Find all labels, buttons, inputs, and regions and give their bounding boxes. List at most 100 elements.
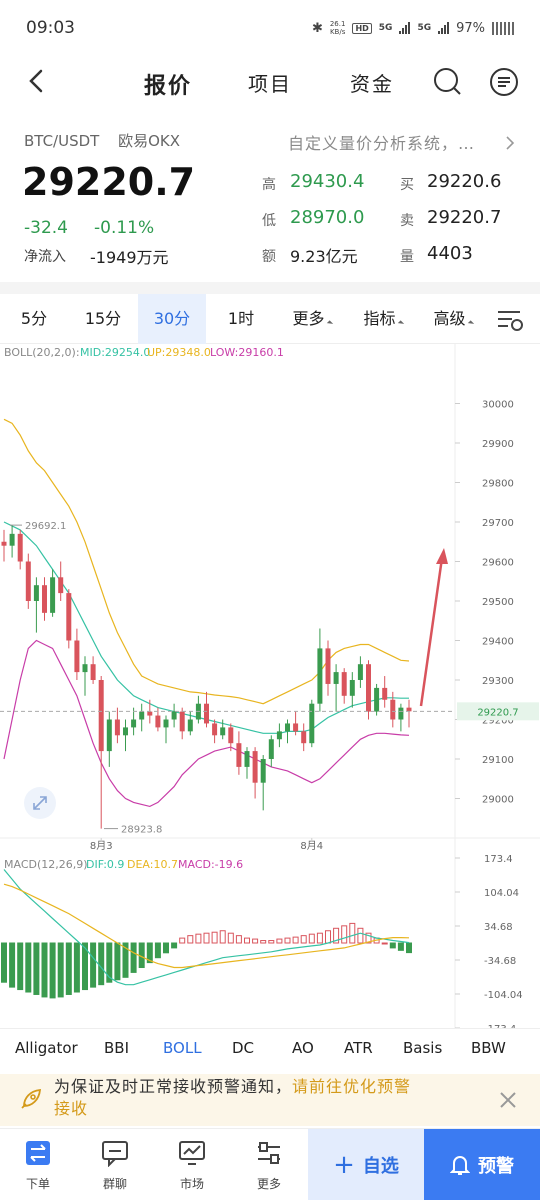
candle-body <box>25 561 31 601</box>
notice-link[interactable]: 请前往优化预警 <box>292 1077 412 1096</box>
period-1h[interactable]: 1时 <box>206 294 276 344</box>
netflow-label: 净流入 <box>24 249 66 265</box>
indicator-bbw[interactable]: BBW <box>471 1039 506 1057</box>
bottom-market[interactable]: 市场 <box>154 1129 230 1200</box>
indicator-basis[interactable]: Basis <box>403 1039 443 1057</box>
boll-lower-line <box>3 639 410 808</box>
bottom-label: 市场 <box>179 1177 204 1191</box>
stat-value-volume: 4403 <box>427 243 473 264</box>
watch-label: 自选 <box>362 1156 399 1177</box>
macd-hist-bar <box>90 942 97 988</box>
candle-body <box>325 648 331 684</box>
price-chart[interactable]: 30000 29900 29800 29700 29600 29500 29400 29300… <box>0 344 540 1028</box>
close-icon[interactable] <box>498 1090 518 1110</box>
macd-hist-bar <box>300 935 307 944</box>
pair-symbol: BTC/USDT <box>24 132 100 150</box>
custom-analysis-link[interactable]: 自定义量价分析系统，… <box>288 134 476 153</box>
candle-body <box>74 640 80 673</box>
macd-hist-bar <box>114 942 121 981</box>
indicator-dropdown[interactable]: 指标 <box>348 294 418 344</box>
notice-text: 为保证及时正常接收预警通知， <box>54 1077 293 1096</box>
candle-body <box>212 723 218 736</box>
status-bar: 09:03 ✱ 26.1 KB/s HD 5G 5G 97% <box>0 0 540 56</box>
candle-body <box>179 711 185 732</box>
indicator-tabs: Alligator BBI BOLL DC AO ATR Basis BBW <box>0 1028 540 1068</box>
indicator-ao[interactable]: AO <box>292 1039 314 1057</box>
macd-hist-bar <box>25 942 32 993</box>
candle-body <box>228 727 234 744</box>
bottom-label: 更多 <box>256 1177 281 1191</box>
macd-hist-bar <box>65 942 72 995</box>
candle-body <box>17 533 23 562</box>
add-watchlist-button[interactable]: + 自选 <box>308 1129 424 1200</box>
expand-icon <box>33 796 47 810</box>
candle-body <box>349 680 355 696</box>
period-label: 1时 <box>227 309 255 328</box>
tab-funds[interactable]: 资金 <box>350 72 394 96</box>
bottom-more[interactable]: 更多 <box>231 1129 307 1200</box>
tab-project[interactable]: 项目 <box>248 72 292 96</box>
x-axis-label: 8月3 <box>90 840 113 852</box>
menu-icon[interactable] <box>488 66 520 98</box>
indicator-atr[interactable]: ATR <box>344 1039 373 1057</box>
net1-label: 5G <box>378 23 393 33</box>
indicator-alligator[interactable]: Alligator <box>15 1039 78 1057</box>
candle-body <box>90 664 96 680</box>
macd-hist-bar <box>244 937 250 944</box>
boll-legend-up: UP:29348.0 <box>147 346 211 359</box>
candle-body <box>50 577 56 613</box>
macd-hist-bar <box>365 932 372 944</box>
netflow-value: -1949万元 <box>90 248 169 267</box>
red-arrow-head <box>436 548 448 564</box>
indicator-dc[interactable]: DC <box>232 1039 255 1057</box>
macd-hist-bar <box>195 933 202 944</box>
back-arrow-icon[interactable] <box>24 68 50 94</box>
net2-label: 5G <box>417 23 432 33</box>
candle-body <box>9 533 15 546</box>
stat-value-amount: 9.23亿元 <box>290 247 358 266</box>
macd-hist-bar <box>325 930 331 944</box>
search-icon[interactable] <box>432 66 462 96</box>
battery-icon <box>492 21 514 35</box>
macd-tick-label: -34.68 <box>484 956 516 967</box>
period-more[interactable]: 更多 <box>276 294 348 344</box>
stat-label-low: 低 <box>262 213 276 229</box>
price-alert-button[interactable]: 预警 <box>424 1129 540 1200</box>
indicator-bbi[interactable]: BBI <box>104 1039 130 1057</box>
notice-link-tail[interactable]: 接收 <box>54 1099 89 1118</box>
bottom-label: 群聊 <box>102 1177 127 1191</box>
candle-body <box>390 699 396 720</box>
period-30m[interactable]: 30分 <box>138 294 206 344</box>
section-divider <box>0 282 540 294</box>
candle-body <box>131 719 137 728</box>
status-icons: ✱ 26.1 KB/s HD 5G 5G 97% <box>312 20 514 36</box>
candle-body <box>406 707 412 712</box>
period-5m[interactable]: 5分 <box>0 294 68 344</box>
tab-quote[interactable]: 报价 <box>144 74 193 99</box>
dropdown-icon <box>326 320 333 327</box>
chevron-right-icon[interactable] <box>505 136 515 150</box>
candle-body <box>357 664 363 680</box>
macd-legend-dea: DEA:10.7 <box>127 858 178 871</box>
macd-tick-label: -173.4 <box>484 1024 516 1028</box>
macd-hist-bar <box>73 942 80 993</box>
period-15m[interactable]: 15分 <box>68 294 138 344</box>
candle-body <box>293 723 299 732</box>
macd-hist-bar <box>179 937 186 944</box>
bottom-order[interactable]: 下单 <box>0 1129 76 1200</box>
advanced-dropdown[interactable]: 高级 <box>418 294 488 344</box>
macd-hist-bar <box>357 927 364 944</box>
candle-body <box>220 727 226 736</box>
plus-icon: + <box>333 1150 355 1180</box>
candle-body <box>106 719 112 752</box>
price-change-pct: -0.11% <box>94 218 155 238</box>
indicator-boll[interactable]: BOLL <box>163 1039 202 1057</box>
stat-label-high: 高 <box>262 177 276 193</box>
rocket-icon <box>21 1088 42 1109</box>
stat-label-bid: 买 <box>400 177 414 193</box>
candle-body <box>317 648 323 704</box>
bottom-chat[interactable]: 群聊 <box>77 1129 153 1200</box>
alert-notice: 为保证及时正常接收预警通知，请前往优化预警接收 <box>0 1074 540 1126</box>
chart-settings-icon[interactable] <box>496 308 524 332</box>
status-time: 09:03 <box>26 18 75 38</box>
